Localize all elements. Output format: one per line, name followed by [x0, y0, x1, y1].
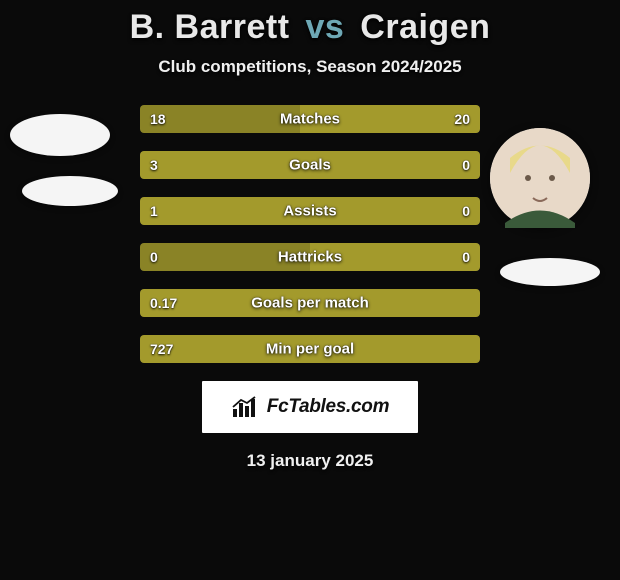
stat-row: 18 20 Matches: [140, 105, 480, 133]
stat-value-left: 3: [150, 157, 158, 173]
stat-value-right: 0: [462, 203, 470, 219]
date-label: 13 january 2025: [0, 451, 620, 471]
stat-row: 0.17 Goals per match: [140, 289, 480, 317]
bar-chart-icon: [231, 395, 261, 419]
player2-avatar-placeholder: [500, 258, 600, 286]
player2-name: Craigen: [360, 8, 490, 46]
page-title: B. Barrett vs Craigen: [0, 8, 620, 47]
stat-row: 0 0 Hattricks: [140, 243, 480, 271]
stat-value-left: 0.17: [150, 295, 177, 311]
player1-name: B. Barrett: [130, 8, 290, 46]
stat-value-right: 0: [462, 249, 470, 265]
stat-value-left: 727: [150, 341, 173, 357]
stat-value-right: 20: [454, 111, 470, 127]
stat-row: 1 0 Assists: [140, 197, 480, 225]
stat-label: Hattricks: [278, 249, 342, 266]
stat-row: 727 Min per goal: [140, 335, 480, 363]
stat-label: Assists: [283, 203, 336, 220]
stats-bars: 18 20 Matches 3 0 Goals 1 0 Assists 0 0 Hattricks 0.…: [140, 105, 480, 363]
stat-bar-left: [140, 197, 398, 225]
logo-text: FcTables.com: [267, 396, 389, 418]
stat-value-left: 1: [150, 203, 158, 219]
stat-label: Goals: [289, 157, 331, 174]
stat-value-left: 18: [150, 111, 166, 127]
subtitle: Club competitions, Season 2024/2025: [0, 57, 620, 77]
face-icon: [490, 128, 590, 228]
vs-label: vs: [306, 8, 345, 46]
stat-value-left: 0: [150, 249, 158, 265]
stat-label: Min per goal: [266, 341, 354, 358]
player1-avatar-placeholder-2: [22, 176, 118, 206]
stat-label: Goals per match: [251, 295, 369, 312]
stat-bar-left: [140, 151, 398, 179]
player2-avatar: [490, 128, 590, 228]
comparison-card: B. Barrett vs Craigen Club competitions,…: [0, 0, 620, 580]
stat-value-right: 0: [462, 157, 470, 173]
stat-row: 3 0 Goals: [140, 151, 480, 179]
player1-avatar-placeholder: [10, 114, 110, 156]
stat-label: Matches: [280, 111, 340, 128]
fctables-logo[interactable]: FcTables.com: [202, 381, 418, 433]
